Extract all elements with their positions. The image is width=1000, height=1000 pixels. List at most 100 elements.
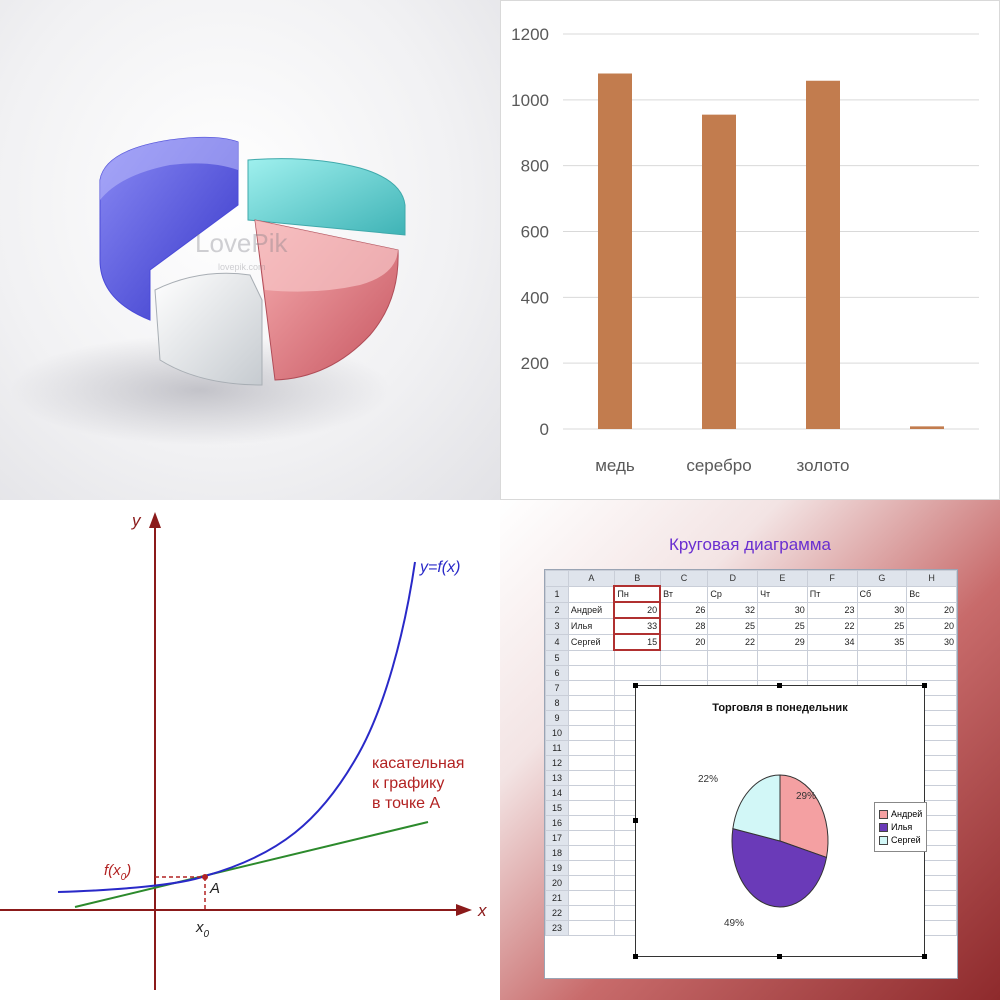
cell[interactable] xyxy=(613,665,661,681)
cell[interactable]: 30 xyxy=(856,601,908,619)
cell[interactable]: Пт xyxy=(806,585,858,603)
row-header[interactable]: 1 xyxy=(545,585,569,603)
cell[interactable]: 23 xyxy=(806,601,858,619)
column-header[interactable]: A xyxy=(567,570,615,587)
row-header[interactable]: 22 xyxy=(545,905,569,921)
cell[interactable]: 25 xyxy=(707,617,759,635)
row-header[interactable]: 16 xyxy=(545,815,569,831)
row-header[interactable]: 6 xyxy=(545,665,569,681)
resize-handle[interactable] xyxy=(633,818,638,823)
cell[interactable] xyxy=(567,800,615,816)
cell[interactable]: 15 xyxy=(613,633,662,651)
cell[interactable] xyxy=(613,649,661,666)
cell[interactable]: Чт xyxy=(757,585,808,603)
row-header[interactable]: 5 xyxy=(545,649,569,666)
cell[interactable]: 22 xyxy=(707,633,759,651)
cell[interactable] xyxy=(567,755,615,771)
cell[interactable] xyxy=(806,649,858,666)
embedded-pie-chart[interactable]: Торговля в понедельник 22% 29% 49% Андре… xyxy=(633,683,928,959)
cell[interactable] xyxy=(567,785,615,801)
cell[interactable] xyxy=(567,725,615,741)
cell[interactable] xyxy=(659,665,709,681)
resize-handle[interactable] xyxy=(922,683,927,688)
cell[interactable] xyxy=(707,649,759,666)
resize-handle[interactable] xyxy=(777,683,782,688)
cell[interactable] xyxy=(707,665,759,681)
row-header[interactable]: 3 xyxy=(545,617,569,635)
cell[interactable] xyxy=(567,710,615,726)
cell[interactable] xyxy=(567,905,615,921)
cell[interactable] xyxy=(567,815,615,831)
row-header[interactable]: 17 xyxy=(545,830,569,846)
cell[interactable] xyxy=(906,665,957,681)
cell[interactable]: 35 xyxy=(856,633,908,651)
row-header[interactable]: 18 xyxy=(545,845,569,861)
column-header[interactable]: B xyxy=(613,570,661,587)
cell[interactable]: 22 xyxy=(806,617,858,635)
cell[interactable] xyxy=(757,665,808,681)
cell[interactable] xyxy=(856,649,908,666)
cell[interactable]: 30 xyxy=(906,633,957,651)
column-header[interactable]: F xyxy=(806,570,858,587)
cell[interactable]: 26 xyxy=(659,601,709,619)
cell[interactable]: Вт xyxy=(659,585,709,603)
column-header[interactable]: E xyxy=(757,570,808,587)
cell[interactable] xyxy=(567,845,615,861)
row-header[interactable]: 8 xyxy=(545,695,569,711)
cell[interactable]: Сб xyxy=(856,585,908,603)
cell[interactable] xyxy=(659,649,709,666)
cell[interactable]: Сергей xyxy=(567,633,615,651)
cell[interactable] xyxy=(856,665,908,681)
cell[interactable]: 25 xyxy=(856,617,908,635)
cell[interactable]: 28 xyxy=(659,617,709,635)
cell[interactable]: 34 xyxy=(806,633,858,651)
cell[interactable]: 20 xyxy=(906,617,957,635)
row-header[interactable]: 10 xyxy=(545,725,569,741)
cell[interactable]: Пн xyxy=(613,585,662,603)
cell[interactable]: 20 xyxy=(613,601,662,619)
row-header[interactable]: 12 xyxy=(545,755,569,771)
cell[interactable] xyxy=(906,649,957,666)
cell[interactable] xyxy=(567,695,615,711)
cell[interactable]: 30 xyxy=(757,601,808,619)
row-header[interactable]: 14 xyxy=(545,785,569,801)
cell[interactable]: Ср xyxy=(707,585,759,603)
cell[interactable]: 25 xyxy=(757,617,808,635)
row-header[interactable]: 4 xyxy=(545,633,569,651)
cell[interactable]: 20 xyxy=(659,633,709,651)
row-header[interactable]: 15 xyxy=(545,800,569,816)
cell[interactable] xyxy=(567,770,615,786)
row-header[interactable]: 21 xyxy=(545,890,569,906)
resize-handle[interactable] xyxy=(922,954,927,959)
cell[interactable] xyxy=(806,665,858,681)
cell[interactable] xyxy=(567,585,615,603)
cell[interactable] xyxy=(567,665,615,681)
cell[interactable] xyxy=(567,830,615,846)
cell[interactable]: 29 xyxy=(757,633,808,651)
resize-handle[interactable] xyxy=(633,954,638,959)
cell[interactable]: 33 xyxy=(613,617,662,635)
cell[interactable] xyxy=(567,890,615,906)
row-header[interactable]: 11 xyxy=(545,740,569,756)
cell[interactable] xyxy=(567,649,615,666)
cell[interactable]: 32 xyxy=(707,601,759,619)
row-header[interactable]: 9 xyxy=(545,710,569,726)
cell[interactable] xyxy=(567,920,615,936)
row-header[interactable]: 2 xyxy=(545,601,569,619)
cell[interactable]: 20 xyxy=(906,601,957,619)
row-header[interactable]: 19 xyxy=(545,860,569,876)
row-header[interactable]: 13 xyxy=(545,770,569,786)
column-header[interactable]: C xyxy=(659,570,709,587)
corner-cell[interactable] xyxy=(545,570,569,587)
cell[interactable]: Андрей xyxy=(567,601,615,619)
resize-handle[interactable] xyxy=(777,954,782,959)
row-header[interactable]: 7 xyxy=(545,680,569,696)
resize-handle[interactable] xyxy=(633,683,638,688)
row-header[interactable]: 23 xyxy=(545,920,569,936)
row-header[interactable]: 20 xyxy=(545,875,569,891)
cell[interactable]: Илья xyxy=(567,617,615,635)
cell[interactable] xyxy=(567,860,615,876)
cell[interactable]: Вс xyxy=(906,585,957,603)
column-header[interactable]: D xyxy=(707,570,759,587)
cell[interactable] xyxy=(567,875,615,891)
